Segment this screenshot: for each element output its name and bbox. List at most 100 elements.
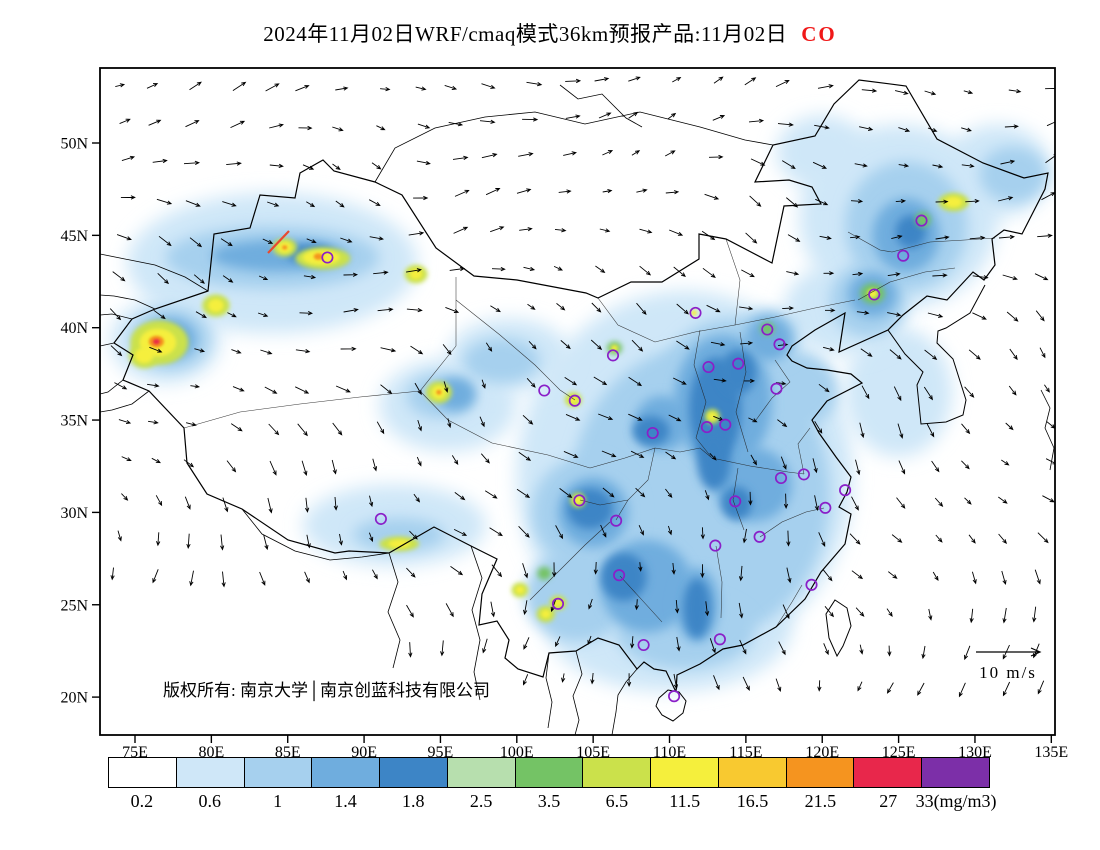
colorbar-segment [447, 758, 516, 787]
wind-vector-arrow [709, 638, 716, 654]
colorbar-segment [109, 758, 177, 787]
wind-vector-arrow [260, 349, 273, 355]
wind-vector-arrow [152, 569, 159, 584]
wind-vector-arrow [709, 452, 717, 461]
wind-vector-arrow [851, 496, 859, 511]
wind-vector-arrow [372, 458, 378, 472]
colorbar-segment [718, 758, 787, 787]
lon-tick-label: 120E [805, 744, 839, 761]
wind-vector-arrow [184, 496, 191, 510]
wind-vector-arrow [741, 269, 755, 278]
wind-vector-arrow [738, 565, 744, 582]
co-field-blob [683, 578, 711, 639]
station-marker [868, 288, 881, 301]
wind-vector-arrow [335, 86, 349, 91]
lon-tick-label: 75E [122, 744, 148, 761]
wind-vector-arrow [895, 198, 907, 204]
wind-vector-arrow [554, 228, 567, 233]
wind-vector-arrow [964, 386, 975, 398]
wind-vector-arrow [565, 78, 582, 84]
wind-vector-arrow [739, 639, 747, 655]
wind-vector-arrow [861, 385, 870, 400]
wind-vector-arrow [416, 456, 422, 467]
station-marker [613, 569, 626, 582]
wind-vector-arrow [817, 680, 822, 692]
wind-vector-arrow [740, 341, 754, 346]
wind-vector-arrow [893, 386, 902, 402]
wind-vector-arrow [823, 271, 835, 276]
wind-vector-arrow [414, 382, 422, 396]
colorbar-tick-label: 27 [879, 791, 898, 811]
wind-vector-arrow [380, 384, 393, 395]
wind-vector-arrow [116, 234, 132, 241]
wind-vector-arrow [563, 151, 577, 156]
wind-vector-arrow [888, 571, 898, 579]
wind-vector-arrow [591, 302, 602, 313]
wind-vector-arrow [934, 497, 944, 508]
co-field-blob [153, 339, 160, 345]
wind-vector-arrow [886, 682, 894, 694]
wind-vector-arrow [998, 496, 1008, 504]
wind-vector-arrow [269, 163, 284, 169]
wind-vector-arrow [673, 266, 686, 277]
colorbar-tick-label: 0.6 [198, 791, 222, 811]
station-marker [551, 597, 565, 610]
wind-vector-arrow [1037, 680, 1045, 695]
wind-vector-arrow [961, 423, 971, 435]
wind-vector-arrow [778, 641, 786, 656]
wind-vector-arrow [332, 163, 341, 171]
wind-vector-arrow [673, 673, 679, 690]
map-frame [99, 67, 1056, 736]
wind-reference-legend: 10 m/s [976, 647, 1042, 682]
korea-coast-path [887, 284, 986, 425]
wind-vector-arrow [442, 344, 452, 356]
co-field-blob [353, 518, 446, 552]
wind-vector-arrow [704, 490, 710, 501]
wind-vector-arrow [115, 83, 126, 88]
wind-vector-arrow [304, 571, 310, 584]
colorbar-tick-label: 1.8 [402, 791, 425, 811]
wind-vector-arrow [118, 419, 132, 425]
wind-vector-arrow [302, 164, 315, 170]
wind-vector-arrow [257, 312, 269, 318]
wind-vector-arrow [590, 672, 595, 685]
wind-vector-arrow [971, 571, 977, 585]
station-marker [321, 251, 334, 264]
wind-vector-arrow [738, 602, 744, 619]
colorbar-tick-label: 0.2 [130, 791, 154, 811]
wind-vector-arrow [819, 235, 832, 240]
wind-vector-arrow [1008, 89, 1022, 94]
wind-vector-arrow [638, 562, 643, 572]
wind-vector-arrow [593, 376, 608, 386]
colorbar-segment [312, 758, 381, 787]
wind-vector-arrow [602, 150, 614, 156]
wind-vector-arrow [190, 384, 201, 389]
wind-vector-arrow [931, 460, 940, 473]
wind-vector-arrow [630, 450, 645, 458]
wind-vector-arrow [258, 275, 269, 281]
colorbar-tick-label: 6.5 [605, 791, 629, 811]
wind-vector-arrow [519, 227, 533, 232]
station-marker [610, 514, 623, 527]
wind-vector-arrow [855, 459, 861, 476]
wind-vector-arrow [371, 162, 382, 170]
wind-vector-arrow [332, 422, 343, 436]
wind-vector-arrow [559, 488, 573, 499]
wind-vector-arrow [406, 308, 423, 313]
wind-vector-arrow [338, 533, 343, 546]
wind-vector-arrow [148, 420, 159, 425]
wind-vector-arrow [635, 487, 646, 498]
wind-vector-arrow [485, 188, 501, 196]
wind-vector-arrow [932, 164, 944, 169]
wind-vector-arrow [598, 112, 612, 119]
wind-vector-arrow [814, 124, 830, 130]
colorbar-segment [786, 758, 855, 787]
wind-vector-arrow [998, 533, 1008, 545]
wind-vector-arrow [481, 153, 498, 159]
wind-vector-arrow [376, 125, 386, 131]
wind-vector-arrow [523, 266, 536, 272]
colorbar-tick-label: 11.5 [669, 791, 701, 811]
wind-vector-arrow [998, 234, 1015, 240]
wind-vector-arrow [775, 678, 782, 693]
